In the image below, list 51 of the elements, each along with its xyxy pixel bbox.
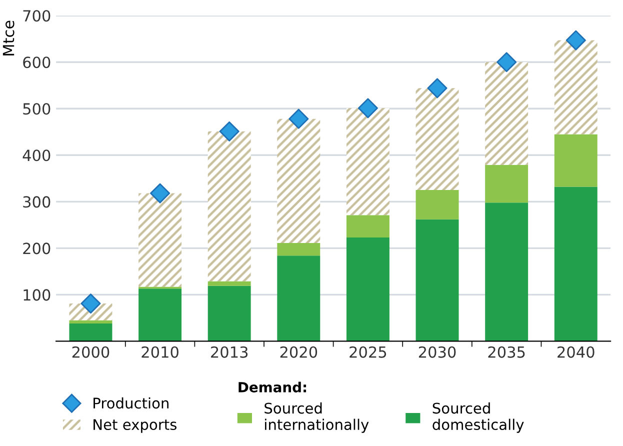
bar	[554, 186, 598, 342]
x-tick-label: 2000	[72, 346, 110, 358]
x-tick-label: 2010	[142, 346, 178, 358]
bar	[554, 40, 598, 134]
point	[288, 108, 309, 129]
bar	[416, 190, 459, 220]
y-tick-label: 700	[23, 10, 50, 22]
x-tick-label: 2035	[488, 346, 525, 358]
y-tick-label: 300	[23, 196, 50, 208]
bar	[346, 215, 390, 238]
point	[358, 98, 378, 118]
y-axis-title: Mtce	[2, 20, 14, 56]
bar	[277, 118, 320, 244]
legend-label: Sourced domestically	[432, 402, 524, 433]
point	[496, 52, 517, 72]
legend-label: Sourced internationally	[264, 402, 369, 433]
bar	[138, 193, 182, 287]
bar	[208, 281, 251, 286]
bar	[485, 62, 528, 165]
bar	[208, 286, 251, 342]
bar	[346, 237, 390, 342]
y-tick-label: 100	[24, 289, 50, 301]
x-tick-label: 2040	[558, 346, 594, 358]
y-tick-label: 600	[23, 56, 50, 68]
point	[219, 121, 240, 142]
bar	[69, 324, 112, 342]
legend-title: Demand:	[238, 382, 306, 392]
legend-label: Net exports	[94, 419, 176, 433]
bar	[346, 108, 390, 216]
bar	[554, 134, 598, 187]
point	[566, 30, 586, 50]
bar	[485, 202, 528, 342]
bar	[485, 164, 528, 203]
y-tick-label: 500	[23, 103, 50, 115]
point	[80, 294, 101, 314]
x-tick-label: 2020	[280, 346, 318, 358]
x-tick-label: 2030	[418, 346, 456, 358]
bar	[69, 320, 112, 324]
x-tick-label: 2025	[350, 346, 386, 358]
bar	[416, 219, 459, 342]
x-tick-label: 2013	[211, 346, 248, 358]
bar	[208, 131, 251, 282]
bar	[416, 88, 459, 190]
bar	[277, 243, 320, 256]
point	[150, 183, 170, 204]
bar	[277, 256, 320, 342]
point	[427, 78, 448, 98]
bar	[138, 288, 182, 342]
y-tick-label: 400	[22, 150, 50, 162]
y-tick-label: 200	[23, 242, 50, 254]
legend-label: Production	[94, 397, 168, 409]
